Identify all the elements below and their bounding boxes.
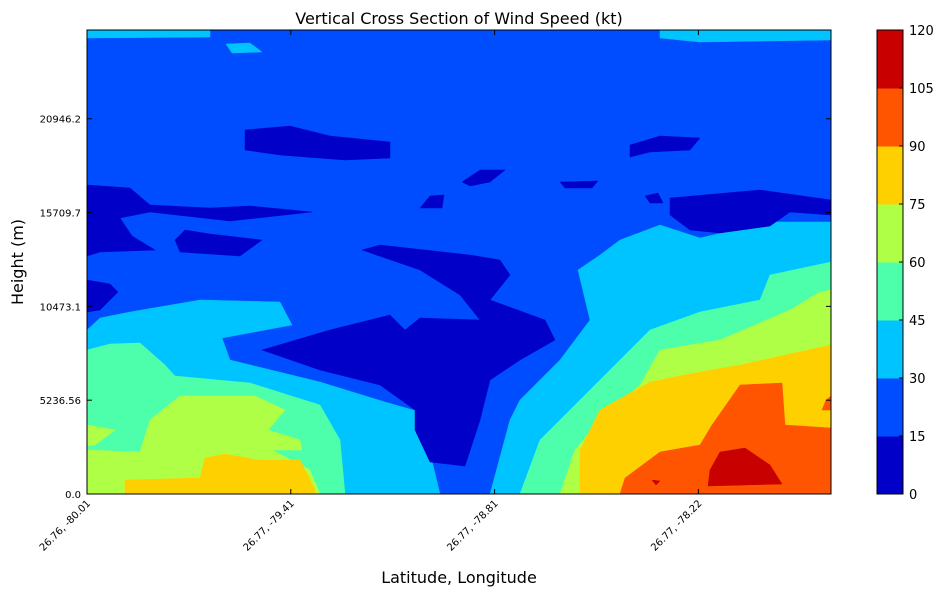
contour-region-level-30-45 <box>659 30 831 43</box>
contour-region-level-105-120 <box>651 479 661 486</box>
y-tick-label: 0.0 <box>65 490 81 501</box>
colorbar-tick-label: 60 <box>909 256 926 271</box>
contour-region-level-0-15 <box>174 229 263 257</box>
contour-region-level-30-45 <box>87 30 211 39</box>
y-tick-label: 15709.7 <box>40 209 81 220</box>
contour-region-level-0-15 <box>629 135 701 158</box>
contour-region-level-0-15 <box>261 244 556 467</box>
contour-region-level-90-105 <box>821 395 831 411</box>
colorbar-tick-label: 45 <box>909 314 926 329</box>
contour-region-level-60-75 <box>87 424 116 447</box>
colorbar-segment-45-60 <box>877 262 903 321</box>
colorbar-tick-label: 105 <box>909 82 934 97</box>
contour-region-level-0-15 <box>644 192 664 204</box>
chart-title: Vertical Cross Section of Wind Speed (kt… <box>295 9 623 28</box>
x-tick-label: 26.77, -78.81 <box>445 498 500 553</box>
plot-area: 26.76, -80.01 26.77, -79.41 26.77, -78.81 2… <box>38 29 832 554</box>
contour-region-level-0-15 <box>461 169 506 187</box>
colorbar: 0 15 30 45 60 75 90 105 120 <box>876 24 934 503</box>
contour-region-level-0-15 <box>87 184 313 257</box>
x-axis-label: Latitude, Longitude <box>381 568 537 587</box>
colorbar-tick-label: 15 <box>909 430 926 445</box>
colorbar-tick-label: 0 <box>909 488 917 503</box>
colorbar-tick-label: 120 <box>909 24 934 39</box>
x-tick-label: 26.76, -80.01 <box>38 498 93 553</box>
colorbar-segment-75-90 <box>877 146 903 205</box>
contour-region-level-0-15 <box>669 189 831 234</box>
y-tick-label: 20946.2 <box>40 115 81 126</box>
contour-region-level-90-105 <box>619 382 831 494</box>
x-tick-label: 26.77, -78.22 <box>649 498 704 553</box>
colorbar-segment-90-105 <box>877 88 903 147</box>
colorbar-segment-0-15 <box>877 436 903 495</box>
y-tick-label: 5236.56 <box>40 396 81 407</box>
contour-region-level-0-15 <box>87 279 119 313</box>
contour-region-level-0-15 <box>419 194 445 209</box>
x-tick-label: 26.77, -79.41 <box>242 498 297 553</box>
contour-region-level-0-15 <box>244 125 391 161</box>
colorbar-tick-label: 30 <box>909 372 926 387</box>
y-tick-label: 10473.1 <box>40 302 81 313</box>
colorbar-segment-105-120 <box>877 30 903 89</box>
plot-frame <box>86 29 832 495</box>
contour-region-level-75-90 <box>124 453 316 494</box>
contour-region-level-105-120 <box>707 447 783 487</box>
colorbar-segment-60-75 <box>877 204 903 263</box>
colorbar-segment-30-45 <box>877 320 903 379</box>
colorbar-tick-label: 75 <box>909 198 926 213</box>
colorbar-segment-15-30 <box>877 378 903 437</box>
contour-region-level-30-45 <box>225 42 263 54</box>
contour-region-level-0-15 <box>559 180 599 189</box>
y-axis-label: Height (m) <box>8 219 27 305</box>
colorbar-tick-label: 90 <box>909 140 926 155</box>
